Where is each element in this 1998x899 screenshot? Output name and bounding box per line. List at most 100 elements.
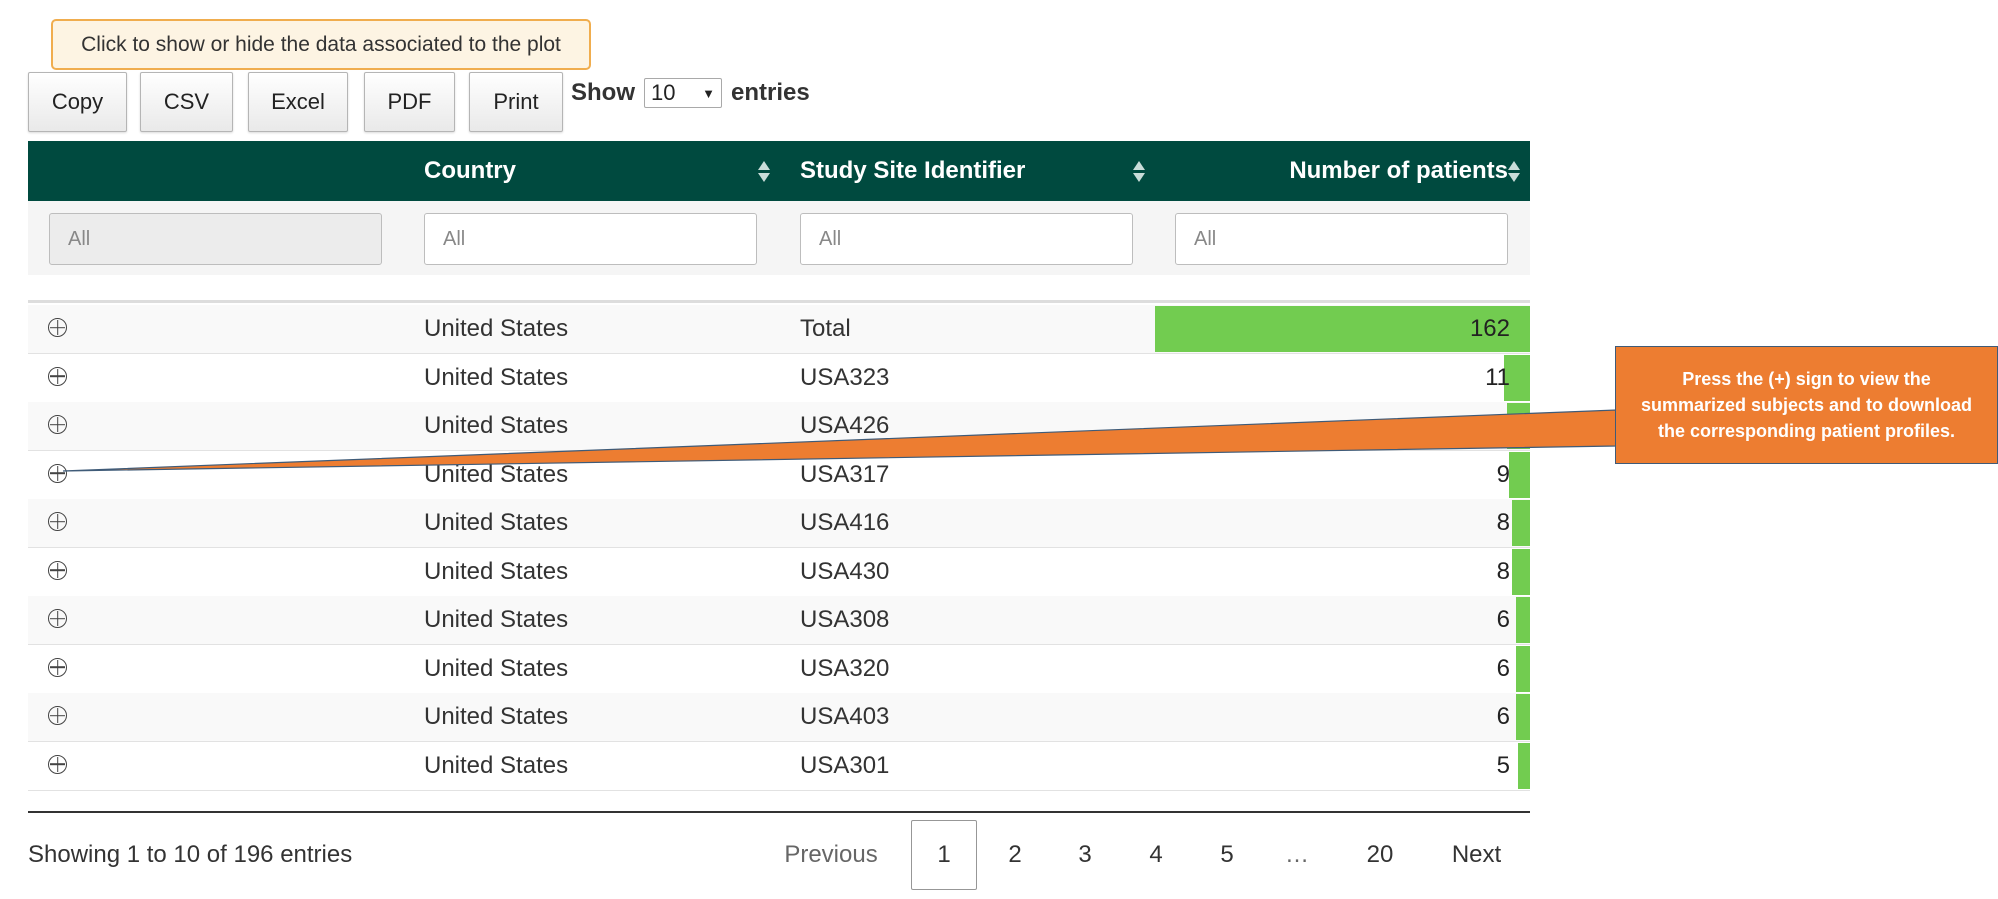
callout-note: Press the (+) sign to view the summarize… — [1615, 346, 1998, 464]
cell-site: USA416 — [800, 509, 890, 536]
cell-patients: 11 — [1485, 363, 1510, 391]
cell-site: USA301 — [800, 751, 890, 779]
expand-row-icon[interactable] — [48, 706, 67, 725]
filter-input-site[interactable]: All — [800, 213, 1133, 265]
filter-input-patients[interactable]: All — [1175, 213, 1508, 265]
pagination-page-4[interactable]: 4 — [1149, 841, 1163, 868]
cell-site: USA308 — [800, 606, 890, 633]
patients-bar — [1516, 645, 1530, 692]
expand-row-icon[interactable] — [48, 754, 67, 774]
cell-patients: 6 — [1496, 606, 1510, 633]
cell-patients: 8 — [1496, 557, 1510, 585]
patients-bar — [1507, 403, 1530, 449]
patients-bar — [1504, 354, 1530, 401]
expand-row-icon[interactable] — [48, 512, 67, 531]
cell-country: United States — [424, 315, 569, 342]
sort-icon[interactable] — [756, 141, 772, 201]
cell-site: USA317 — [800, 460, 890, 488]
header-divider — [28, 300, 1530, 303]
column-header-site[interactable]: Study Site Identifier — [800, 157, 1026, 184]
excel-button[interactable]: Excel — [248, 72, 348, 132]
patients-bar — [1155, 306, 1530, 352]
pagination-page-5[interactable]: 5 — [1220, 841, 1234, 868]
cell-patients: 5 — [1496, 751, 1510, 779]
pagination-page-2[interactable]: 2 — [1008, 841, 1022, 868]
table-row: United States USA320 6 — [28, 644, 1530, 694]
pdf-button[interactable]: PDF — [364, 72, 455, 132]
expand-row-icon[interactable] — [48, 463, 67, 483]
cell-patients: 9 — [1496, 460, 1510, 488]
copy-button[interactable]: Copy — [28, 72, 127, 132]
patients-bar — [1509, 451, 1530, 498]
cell-country: United States — [424, 606, 569, 633]
table-row: United States USA430 8 — [28, 547, 1530, 597]
cell-country: United States — [424, 703, 569, 730]
cell-country: United States — [424, 509, 569, 536]
column-header-patients[interactable]: Number of patients — [1289, 157, 1508, 184]
entries-label: entries — [731, 79, 810, 106]
cell-country: United States — [424, 363, 569, 391]
pagination-page-1[interactable]: 1 — [911, 820, 977, 890]
expand-row-icon[interactable] — [48, 366, 67, 386]
table-row: United States USA301 5 — [28, 741, 1530, 791]
pagination-page-20[interactable]: 20 — [1366, 841, 1394, 868]
cell-country: United States — [424, 751, 569, 779]
sort-icon[interactable] — [1131, 141, 1147, 201]
footer-divider — [28, 811, 1530, 813]
table-row: United States USA403 6 — [28, 693, 1530, 742]
pagination-ellipsis: … — [1285, 841, 1309, 868]
table-row: United States USA308 6 — [28, 596, 1530, 645]
show-label: Show — [571, 79, 635, 106]
pagination-page-3[interactable]: 3 — [1078, 841, 1092, 868]
cell-site: USA403 — [800, 703, 890, 730]
page-length-value: 10 — [651, 80, 676, 105]
cell-patients: 162 — [1469, 315, 1510, 342]
patients-bar — [1518, 742, 1530, 789]
table-row: United States USA317 9 — [28, 450, 1530, 500]
table-row: United States USA416 8 — [28, 499, 1530, 548]
sort-icon[interactable] — [1506, 141, 1522, 201]
page-length-select[interactable]: 10 ▼ — [644, 78, 722, 108]
cell-patients: 6 — [1496, 703, 1510, 730]
table-info: Showing 1 to 10 of 196 entries — [28, 841, 353, 868]
expand-row-icon[interactable] — [48, 415, 67, 434]
cell-country: United States — [424, 654, 569, 682]
patients-bar — [1516, 694, 1530, 740]
column-header-country[interactable]: Country — [424, 157, 516, 184]
cell-site: USA320 — [800, 654, 890, 682]
cell-site: USA430 — [800, 557, 890, 585]
csv-button[interactable]: CSV — [140, 72, 233, 132]
patients-bar — [1516, 597, 1530, 643]
cell-country: United States — [424, 460, 569, 488]
expand-row-icon[interactable] — [48, 609, 67, 628]
pagination-next[interactable]: Next — [1451, 841, 1502, 868]
filter-input-country[interactable]: All — [424, 213, 757, 265]
cell-patients: 10 — [1483, 412, 1510, 439]
filter-row: All All All All — [28, 201, 1530, 275]
cell-country: United States — [424, 412, 569, 439]
cell-country: United States — [424, 557, 569, 585]
callout-line: summarized subjects and to download — [1640, 395, 1973, 415]
toggle-plot-data-button[interactable]: Click to show or hide the data associate… — [51, 19, 591, 70]
expand-row-icon[interactable] — [48, 560, 67, 580]
callout-line: the corresponding patient profiles. — [1657, 421, 1956, 441]
patients-bar — [1512, 500, 1530, 546]
cell-patients: 6 — [1496, 654, 1510, 682]
expand-row-icon[interactable] — [48, 318, 67, 337]
table-row: United States USA426 10 — [28, 402, 1530, 451]
filter-input-expand: All — [49, 213, 382, 265]
page-length-control: Show 10 ▼ entries — [571, 78, 810, 108]
expand-row-icon[interactable] — [48, 657, 67, 677]
table-header: Country Study Site Identifier Number of … — [28, 141, 1530, 201]
table-row: United States USA323 11 — [28, 353, 1530, 403]
patients-bar — [1512, 548, 1530, 595]
callout-line: Press the (+) sign to view the — [1682, 369, 1931, 389]
cell-site: USA426 — [800, 412, 890, 439]
print-button[interactable]: Print — [469, 72, 563, 132]
cell-site: USA323 — [800, 363, 890, 391]
pagination-previous[interactable]: Previous — [784, 841, 878, 868]
cell-site: Total — [800, 315, 851, 342]
cell-patients: 8 — [1496, 509, 1510, 536]
table-row: United States Total 162 — [28, 305, 1530, 354]
caret-down-icon: ▼ — [702, 85, 715, 101]
